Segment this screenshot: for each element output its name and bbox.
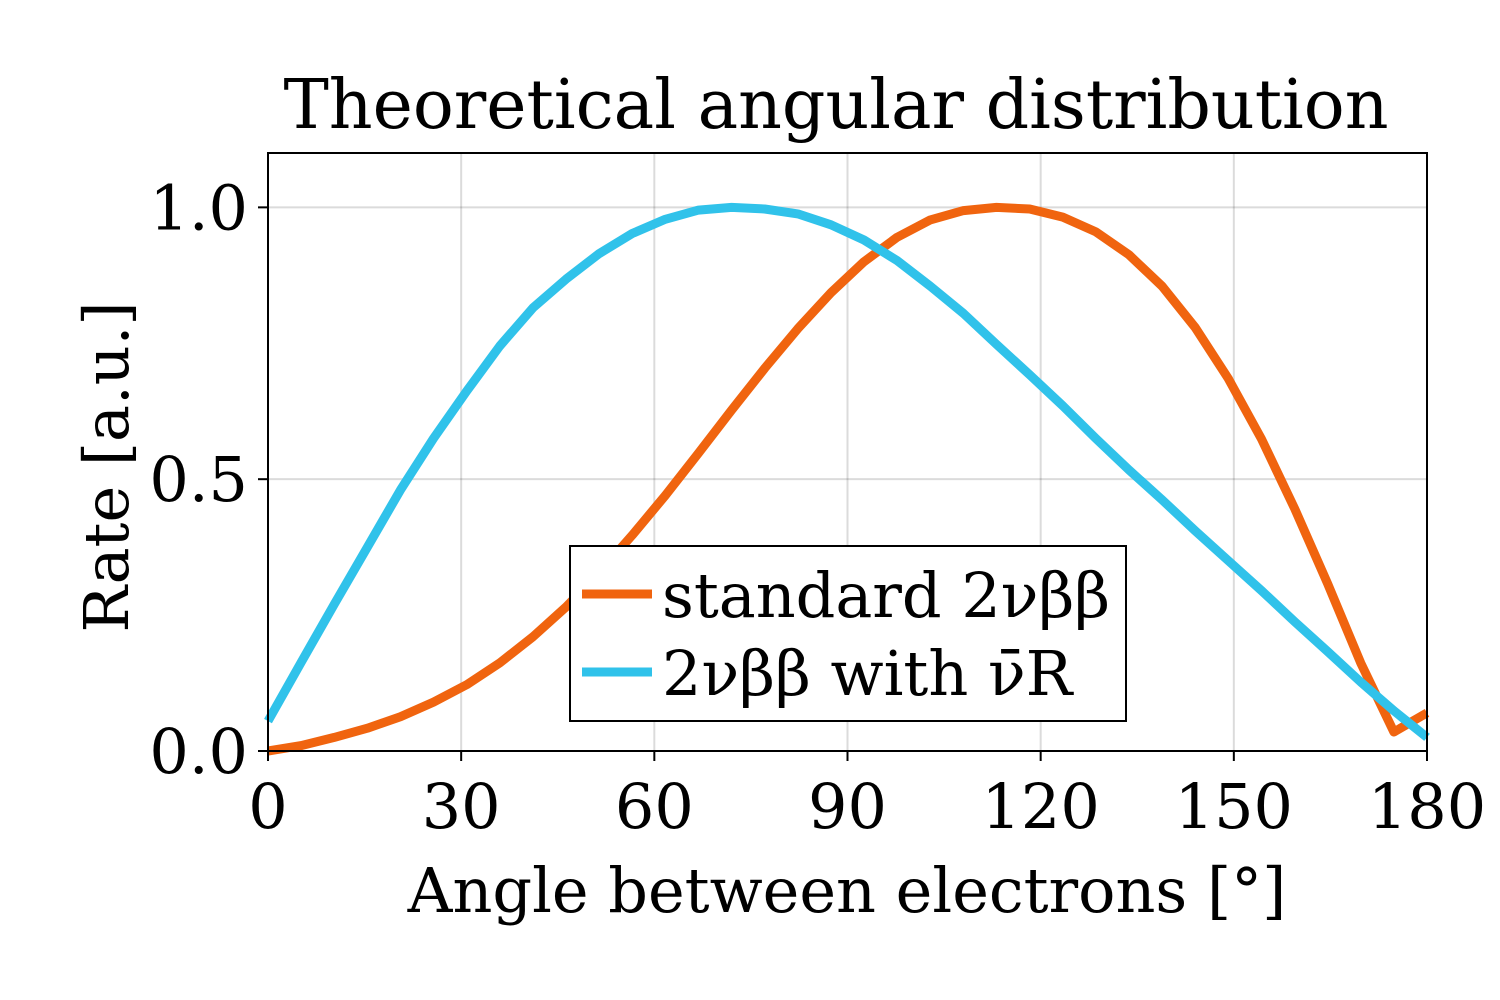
x-tick-label: 30 xyxy=(422,770,501,843)
y-axis-label: Rate [a.u.] xyxy=(70,301,143,632)
x-tick-label: 90 xyxy=(808,770,887,843)
series-line-standard xyxy=(267,202,1430,756)
x-tick-label: 150 xyxy=(1175,770,1293,843)
chart-title: Theoretical angular distribution xyxy=(283,66,1388,145)
legend-box xyxy=(569,545,1127,722)
x-tick-label: 0 xyxy=(248,770,287,843)
x-axis-label: Angle between electrons [°] xyxy=(407,854,1287,927)
series-line-with-antineutrino xyxy=(264,202,1430,741)
x-tick-label: 120 xyxy=(981,770,1099,843)
legend-label-standard: standard 2νββ xyxy=(662,559,1110,632)
x-tick-label: 60 xyxy=(615,770,694,843)
series-group xyxy=(264,202,1430,756)
y-tick-label: 0.5 xyxy=(149,443,248,516)
x-tick-label: 180 xyxy=(1368,770,1486,843)
ticks: 0 30 60 90 120 150 180 0.0 0.5 1.0 xyxy=(149,171,1486,843)
legend-label-with-antineutrino: 2νββ with ν̄R xyxy=(662,637,1075,710)
y-tick-label: 1.0 xyxy=(149,171,248,244)
legend: standard 2νββ 2νββ with ν̄R xyxy=(569,545,1127,722)
y-tick-label: 0.0 xyxy=(149,715,248,788)
